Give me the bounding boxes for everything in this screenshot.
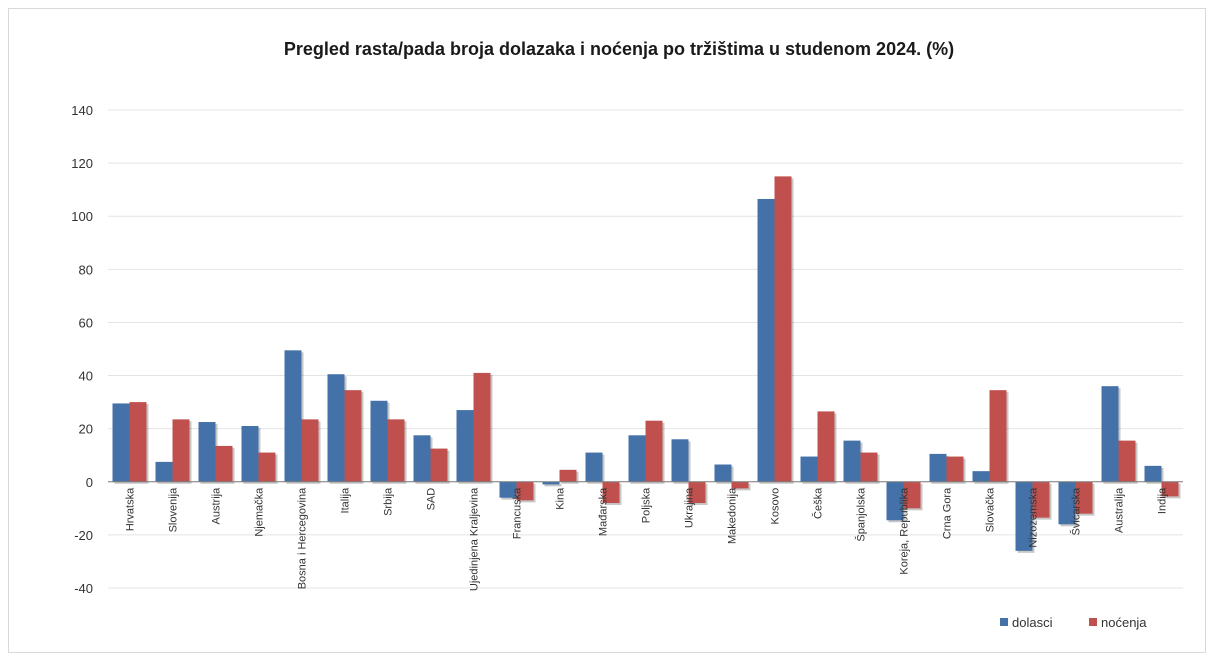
bar-dolasci: [886, 481, 904, 521]
bar-noćenja: [946, 456, 964, 482]
bar-noćenja: [1032, 481, 1050, 518]
x-tick-label: Hrvatska: [125, 487, 137, 531]
x-tick-label: Kosovo: [770, 488, 782, 525]
bar-dolasci: [1144, 465, 1162, 482]
bar-dolasci: [327, 374, 345, 482]
bar-noćenja: [301, 419, 319, 482]
x-tick-label: Švicarska: [1070, 487, 1083, 536]
x-tick-label: Bosna i Hercegovina: [297, 487, 309, 589]
x-tick-label: Mađarska: [598, 487, 610, 536]
bar-noćenja: [129, 402, 147, 482]
y-axis-ticks: 140 120 100 80 60 40 20 0 -20 -40: [71, 103, 93, 596]
bar-dolasci: [800, 456, 818, 482]
bar-noćenja: [774, 176, 792, 482]
bar-dolasci: [628, 435, 646, 482]
x-tick-label: Ukrajina: [684, 487, 696, 528]
x-tick-label: SAD: [426, 488, 438, 511]
y-tick-label: -20: [74, 528, 93, 543]
bar-noćenja: [172, 419, 190, 482]
legend-label-noćenja: noćenja: [1101, 615, 1147, 630]
x-tick-label: Austrija: [211, 487, 223, 525]
y-tick-label: 40: [79, 369, 93, 384]
y-tick-label: 0: [86, 475, 93, 490]
bar-dolasci: [714, 464, 732, 482]
bar-noćenja: [602, 481, 620, 504]
x-tick-label: Ujedinjena Kraljevina: [469, 487, 481, 591]
bar-noćenja: [989, 390, 1007, 482]
bar-noćenja: [387, 419, 405, 482]
y-tick-label: 100: [71, 209, 93, 224]
bar-dolasci: [929, 453, 947, 482]
x-tick-label: Slovačka: [985, 487, 997, 533]
x-tick-label: Indija: [1157, 487, 1169, 514]
y-tick-label: 120: [71, 156, 93, 171]
bar-noćenja: [688, 481, 706, 504]
bar-dolasci: [757, 198, 775, 482]
y-tick-label: 60: [79, 315, 93, 330]
x-tick-label: Koreja, Republika: [899, 487, 911, 575]
x-tick-label: Italija: [340, 487, 352, 514]
bar-dolasci: [1101, 386, 1119, 482]
bar-dolasci: [542, 481, 560, 485]
bar-noćenja: [430, 448, 448, 482]
bar-dolasci: [413, 435, 431, 482]
x-tick-label: Kina: [555, 487, 567, 510]
bar-dolasci: [112, 403, 130, 482]
bar-noćenja: [215, 445, 233, 482]
bar-noćenja: [258, 452, 276, 482]
bar-noćenja: [344, 390, 362, 482]
x-tick-label: Češka: [812, 487, 825, 519]
bars: [112, 176, 1181, 553]
bar-noćenja: [1161, 481, 1179, 497]
bar-noćenja: [516, 481, 534, 501]
bar-noćenja: [559, 469, 577, 482]
bar-noćenja: [645, 420, 663, 482]
bar-dolasci: [843, 440, 861, 482]
bar-noćenja: [1118, 440, 1136, 482]
x-tick-label: Njemačka: [254, 487, 266, 537]
y-tick-label: 140: [71, 103, 93, 118]
bar-dolasci: [972, 471, 990, 482]
x-tick-label: Poljska: [641, 487, 653, 523]
x-tick-label: Francuska: [512, 487, 524, 539]
bar-dolasci: [671, 439, 689, 482]
x-tick-label: Australija: [1114, 487, 1126, 533]
bar-dolasci: [241, 426, 259, 482]
legend-label-dolasci: dolasci: [1012, 615, 1053, 630]
bar-dolasci: [499, 481, 517, 498]
y-tick-label: 80: [79, 262, 93, 277]
bar-noćenja: [903, 481, 921, 509]
bar-dolasci: [284, 350, 302, 482]
bar-dolasci: [155, 461, 173, 482]
legend-swatch-dolasci: [1000, 618, 1008, 626]
x-tick-label: Španjolska: [855, 487, 868, 542]
bar-shadow: [544, 483, 562, 487]
y-tick-label: 20: [79, 422, 93, 437]
bar-dolasci: [1058, 481, 1076, 525]
bar-noćenja: [1075, 481, 1093, 514]
bar-dolasci: [370, 400, 388, 482]
x-tick-label: Srbija: [383, 487, 395, 516]
bar-dolasci: [1015, 481, 1033, 551]
bar-dolasci: [198, 422, 216, 482]
bar-dolasci: [585, 452, 603, 482]
legend: dolasci noćenja: [1000, 615, 1147, 630]
chart-frame: [8, 8, 1206, 653]
bar-dolasci: [456, 410, 474, 482]
x-axis-labels: Hrvatska Slovenija Austrija Njemačka Bosna i…: [125, 487, 1169, 591]
bar-noćenja: [860, 452, 878, 482]
bar-noćenja: [473, 372, 491, 482]
x-tick-label: Makedonija: [727, 487, 739, 544]
x-tick-label: Crna Gora: [942, 487, 954, 539]
x-tick-label: Nizozemska: [1028, 487, 1040, 548]
legend-swatch-noćenja: [1089, 618, 1097, 626]
x-tick-label: Slovenija: [168, 487, 180, 533]
bar-noćenja: [731, 481, 749, 489]
chart-title: Pregled rasta/pada broja dolazaka i noće…: [284, 39, 954, 59]
bar-noćenja: [817, 411, 835, 482]
y-tick-label: -40: [74, 581, 93, 596]
